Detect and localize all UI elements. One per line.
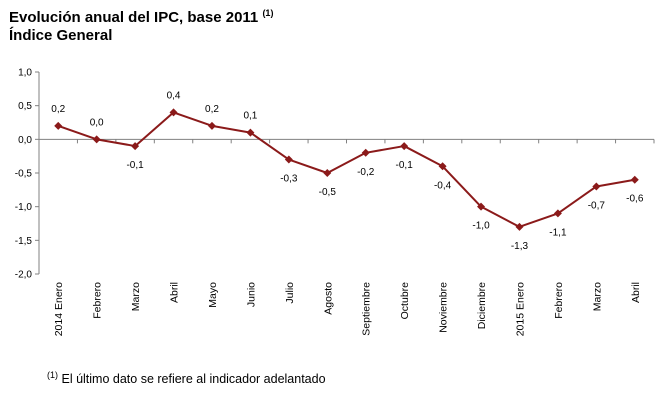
data-label: -0,6: [626, 194, 644, 205]
data-point: [131, 142, 140, 151]
x-tick-label: Agosto: [322, 282, 334, 315]
data-point: [630, 175, 639, 184]
x-tick-label: Julio: [284, 282, 296, 304]
footnote-text: El último dato se refiere al indicador a…: [61, 372, 326, 387]
data-point: [54, 121, 63, 130]
x-tick-label: Abril: [169, 282, 181, 303]
data-point: [592, 182, 601, 191]
x-tick-label: Febrero: [92, 282, 104, 319]
y-tick-label: -1,0: [15, 202, 33, 213]
footnote: (1) El último dato se refiere al indicad…: [47, 370, 326, 386]
data-point: [169, 108, 178, 117]
data-label: -0,1: [396, 160, 414, 171]
data-label: -0,1: [126, 160, 144, 171]
y-tick-label: 0,5: [18, 101, 32, 112]
x-tick-label: Septiembre: [361, 282, 373, 336]
x-tick-label: Mayo: [207, 282, 219, 308]
x-tick-label: Diciembre: [476, 282, 488, 329]
x-tick-label: Marzo: [130, 282, 142, 311]
x-tick-label: Octubre: [399, 282, 411, 320]
data-label: 0,2: [205, 104, 219, 115]
footnote-mark: (1): [47, 370, 58, 380]
title-line-1: Evolución anual del IPC, base 2011 (1): [9, 8, 274, 27]
data-label: -1,0: [472, 221, 490, 232]
data-label: -0,2: [357, 167, 375, 178]
data-point: [553, 209, 562, 218]
series-line: [57, 111, 635, 228]
data-point: [438, 162, 447, 171]
data-label: 0,1: [243, 111, 257, 122]
data-label: -0,7: [588, 200, 606, 211]
x-tick-label: Noviembre: [438, 282, 450, 333]
chart-title: Evolución anual del IPC, base 2011 (1) Í…: [9, 9, 273, 45]
data-point: [477, 202, 486, 211]
data-point: [284, 155, 293, 164]
data-point: [246, 128, 255, 137]
y-tick-label: -2,0: [15, 270, 33, 281]
x-tick-label: 2015 Enero: [514, 282, 526, 336]
x-tick-label: Marzo: [591, 282, 603, 311]
data-point: [515, 222, 524, 231]
y-tick-label: 1,0: [18, 68, 32, 79]
x-tick-label: Junio: [245, 282, 257, 307]
title-line-2: Índice General: [9, 27, 113, 44]
y-tick-label: 0,0: [18, 135, 32, 146]
x-tick-label: 2014 Enero: [53, 282, 65, 336]
data-label: -0,5: [319, 187, 337, 198]
data-point: [400, 142, 409, 151]
data-label: -1,3: [511, 241, 529, 252]
data-label: -0,3: [280, 174, 298, 185]
data-label: -1,1: [549, 227, 567, 238]
data-label: 0,2: [51, 104, 65, 115]
y-tick-label: -0,5: [15, 169, 33, 180]
x-tick-label: Febrero: [553, 282, 565, 319]
y-tick-label: -1,5: [15, 236, 33, 247]
data-point: [323, 169, 332, 177]
data-point: [92, 135, 101, 144]
data-point: [207, 121, 216, 130]
data-label: 0,0: [90, 117, 104, 128]
data-point: [361, 148, 370, 157]
title-note-mark: (1): [262, 8, 274, 18]
x-tick-label: Abril: [630, 282, 642, 303]
data-label: -0,4: [434, 180, 452, 191]
data-label: 0,4: [167, 90, 181, 101]
